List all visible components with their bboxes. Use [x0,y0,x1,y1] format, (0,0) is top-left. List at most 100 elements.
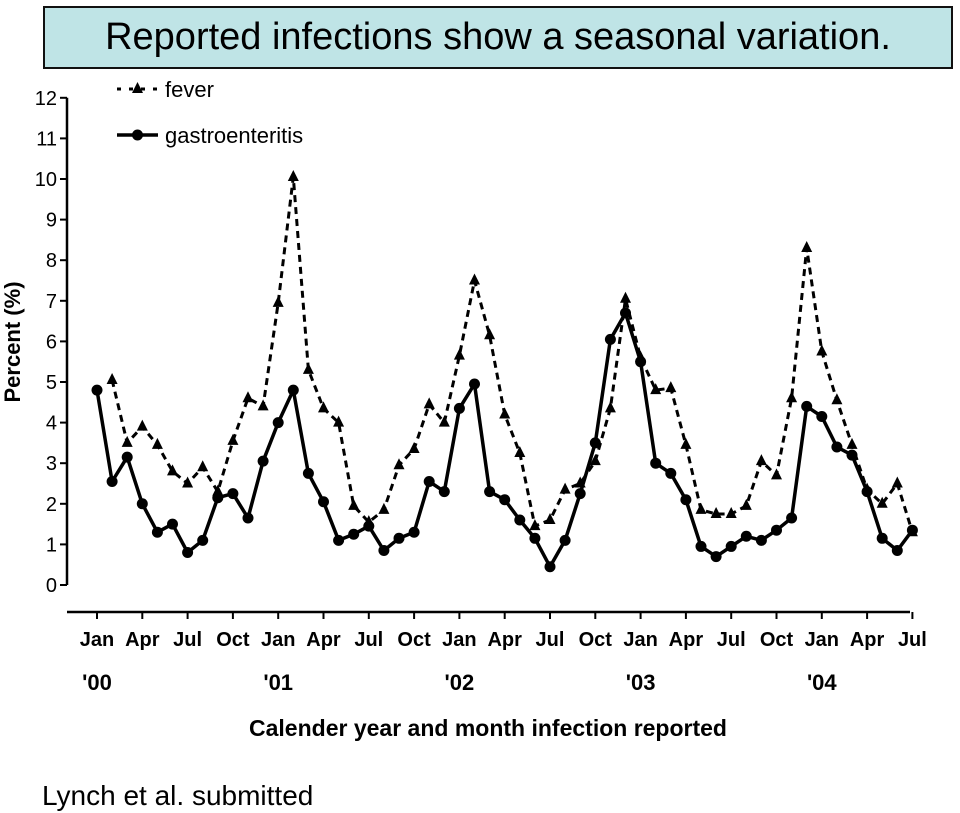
data-point-fever [257,399,269,411]
data-point-fever [393,458,405,470]
series-group [91,169,918,573]
data-point-gastroenteritis [393,532,405,544]
data-point-fever [408,441,420,453]
x-tick-label: Jan [623,629,657,651]
data-point-fever [695,502,707,514]
data-point-fever [846,437,858,449]
x-tick-label: Jul [898,629,927,651]
data-point-gastroenteritis [182,547,194,559]
y-tick-label: 0 [46,575,57,597]
data-point-fever [801,241,813,253]
data-point-fever [786,391,798,403]
data-point-fever [620,291,631,303]
data-point-gastroenteritis [801,400,813,412]
y-tick-label: 10 [35,169,57,191]
y-axis-label: Percent (%) [0,281,25,402]
data-point-fever [106,372,118,384]
data-point-gastroenteritis [589,437,601,449]
legend-fever-marker [132,82,143,93]
data-point-fever [559,482,571,494]
data-point-fever [529,519,541,531]
data-point-fever [212,484,224,496]
data-point-fever [484,328,496,340]
data-point-fever [242,391,254,403]
data-point-gastroenteritis [212,492,224,504]
data-point-gastroenteritis [91,384,103,396]
data-point-gastroenteritis [499,494,511,506]
data-point-fever [665,381,677,393]
data-point-gastroenteritis [136,498,148,510]
data-point-gastroenteritis [197,534,209,546]
data-point-fever [755,454,767,466]
data-point-gastroenteritis [167,518,178,530]
data-point-gastroenteritis [453,402,465,414]
series-line-fever [110,175,914,533]
data-point-gastroenteritis [574,488,586,500]
data-point-gastroenteritis [635,356,647,368]
data-point-gastroenteritis [559,534,571,546]
data-point-fever [121,435,133,447]
data-point-gastroenteritis [861,486,873,498]
y-tick-label: 6 [46,331,57,353]
data-point-fever [167,464,178,476]
data-point-gastroenteritis [771,524,782,536]
data-point-gastroenteritis [363,520,375,532]
x-tick-label: Jul [354,629,383,651]
data-point-gastroenteritis [740,530,752,542]
x-tick-label: Apr [669,629,704,651]
data-point-gastroenteritis [378,544,390,556]
x-tick-label: Oct [579,629,613,651]
legend: fever gastroenteritis [117,77,303,148]
data-point-fever [604,401,616,413]
data-point-fever [348,498,360,510]
data-point-fever [589,454,601,466]
data-point-gastroenteritis [680,494,692,506]
data-point-gastroenteritis [620,307,631,319]
data-point-gastroenteritis [242,512,254,524]
data-point-gastroenteritis [544,561,556,573]
data-point-gastroenteritis [906,524,918,536]
data-point-gastroenteritis [710,551,722,563]
data-point-gastroenteritis [438,486,450,498]
y-tick-label: 3 [46,453,57,475]
year-label: '02 [445,670,475,695]
data-point-fever [318,401,329,413]
y-tick-label: 12 [35,88,57,110]
data-point-gastroenteritis [227,488,239,500]
data-point-gastroenteritis [333,534,345,546]
y-tick-label: 7 [46,291,57,313]
data-point-fever [514,446,526,458]
data-point-fever [453,348,465,360]
data-point-gastroenteritis [484,486,496,498]
x-tick-label: Jul [536,629,565,651]
data-point-gastroenteritis [106,475,118,487]
year-label: '00 [82,670,112,695]
data-point-gastroenteritis [891,544,903,556]
data-point-fever [272,295,284,307]
data-point-gastroenteritis [408,526,420,538]
data-point-gastroenteritis [695,540,707,552]
x-tick-label: Jul [717,629,746,651]
x-tick-label: Apr [306,629,341,651]
x-tick-label: Jan [442,629,476,651]
data-point-gastroenteritis [287,384,299,396]
x-tick-label: Apr [125,629,160,651]
x-tick-label: Jul [173,629,202,651]
year-label: '03 [626,670,656,695]
data-point-fever [423,397,435,409]
y-tick-label: 1 [46,534,57,556]
data-point-gastroenteritis [604,333,616,345]
x-tick-label: Apr [850,629,885,651]
y-tick-label: 11 [36,128,57,150]
data-point-gastroenteritis [423,475,435,487]
data-point-fever [544,513,556,525]
y-tick-label: 2 [46,494,57,516]
data-point-fever [197,460,209,472]
x-tick-label: Oct [397,629,431,651]
y-tick-label: 8 [46,250,57,272]
data-point-gastroenteritis [831,441,843,453]
data-point-gastroenteritis [348,528,360,540]
data-point-fever [725,506,737,518]
